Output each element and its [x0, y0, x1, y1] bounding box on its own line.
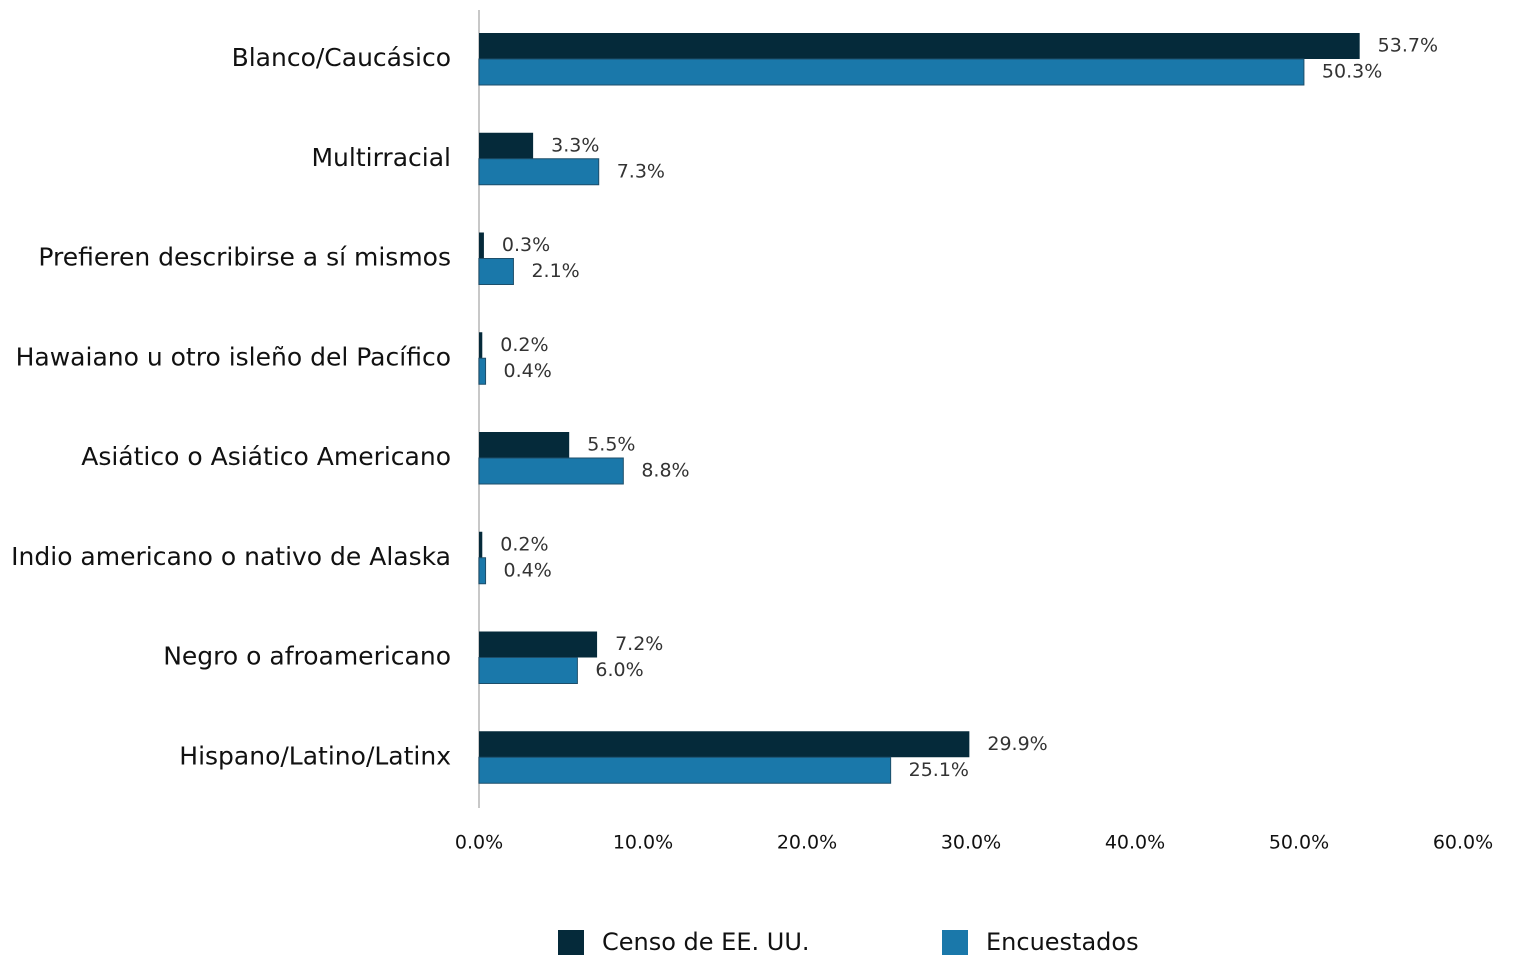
x-tick-label: 10.0%: [613, 832, 673, 854]
bar: [479, 432, 570, 458]
value-label: 7.2%: [615, 633, 663, 655]
value-label: 0.2%: [500, 334, 548, 356]
value-label: 3.3%: [551, 134, 599, 156]
value-label: 0.3%: [502, 234, 550, 256]
x-tick-label: 0.0%: [455, 832, 503, 854]
value-label: 25.1%: [909, 759, 969, 781]
legend-label: Censo de EE. UU.: [602, 928, 810, 955]
legend-swatch: [558, 930, 584, 955]
x-tick-label: 40.0%: [1105, 832, 1165, 854]
bar: [479, 232, 484, 259]
value-label: 0.4%: [504, 559, 552, 581]
bar: [478, 657, 578, 684]
value-label: 2.1%: [531, 260, 579, 282]
bar: [478, 258, 514, 285]
category-label: Multirracial: [311, 143, 451, 172]
bar: [479, 631, 598, 658]
value-label: 5.5%: [587, 434, 635, 456]
bar: [478, 58, 1305, 86]
x-tick-label: 60.0%: [1433, 832, 1493, 854]
value-label: 0.2%: [500, 533, 548, 555]
x-tick-label: 50.0%: [1269, 832, 1329, 854]
x-tick-label: 30.0%: [941, 832, 1001, 854]
bar: [478, 457, 624, 485]
x-tick-label: 20.0%: [777, 832, 837, 854]
bar: [479, 531, 483, 558]
category-label: Hawaiano u otro isleño del Pacífico: [16, 342, 451, 371]
category-label: Negro o afroamericano: [163, 642, 451, 671]
bar: [478, 357, 487, 385]
bar: [479, 33, 1360, 59]
value-label: 8.8%: [641, 460, 689, 482]
category-label: Prefieren describirse a sí mismos: [38, 243, 451, 272]
bar: [478, 557, 487, 585]
category-label: Hispano/Latino/Latinx: [179, 741, 451, 770]
bar: [479, 132, 534, 159]
value-label: 6.0%: [595, 659, 643, 681]
category-label: Asiático o Asiático Americano: [81, 442, 451, 471]
bar: [479, 731, 970, 758]
legend-label: Encuestados: [986, 928, 1139, 955]
bar: [479, 332, 483, 359]
value-label: 29.9%: [987, 733, 1047, 755]
category-label: Indio americano o nativo de Alaska: [11, 542, 451, 571]
value-label: 0.4%: [504, 360, 552, 382]
value-label: 7.3%: [617, 160, 665, 182]
category-label: Blanco/Caucásico: [232, 43, 451, 72]
value-label: 53.7%: [1378, 35, 1438, 57]
bar: [478, 756, 892, 784]
value-label: 50.3%: [1322, 61, 1382, 83]
legend-swatch: [942, 930, 968, 955]
bar: [478, 158, 600, 186]
